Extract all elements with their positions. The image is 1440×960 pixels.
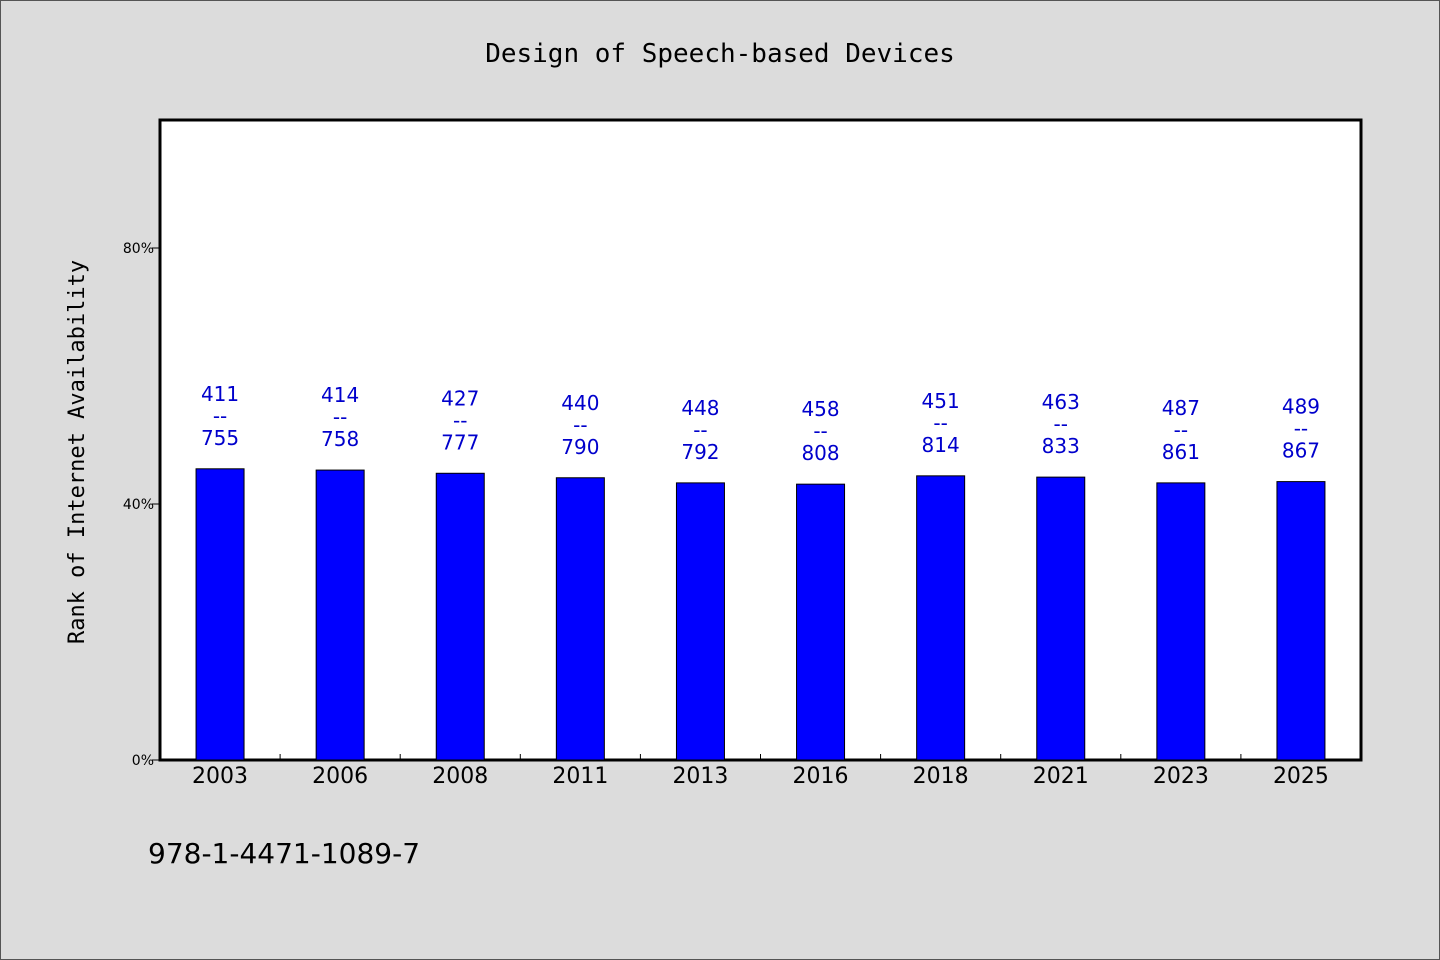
bar-data-label: 414 [321,383,359,407]
x-tick-label: 2018 [913,764,969,789]
x-tick-label: 2006 [312,764,368,789]
x-tick-label: 2011 [552,764,608,789]
bar-2016 [796,483,846,761]
bar-data-label: 463 [1042,390,1080,414]
bar-2013 [675,482,725,761]
bar-data-label: 451 [922,389,960,413]
bar-data-label: 777 [441,430,479,454]
bar-data-label: -- [693,418,707,442]
footer-isbn: 978-1-4471-1089-7 [148,837,420,870]
y-tick-label: 40% [123,497,154,513]
bar-data-label: 755 [201,426,239,450]
bar-data-label: -- [573,413,587,437]
x-tick-label: 2016 [793,764,849,789]
bar-data-label: 867 [1282,439,1320,463]
bar-data-label: 411 [201,382,239,406]
bar-data-label: 448 [681,396,719,420]
bar-2011 [555,477,605,761]
y-tick-label: 0% [132,753,154,769]
x-tick-label: 2003 [192,764,248,789]
bar-data-label: 427 [441,386,479,410]
bar-2008 [435,472,485,761]
bar-data-label: -- [813,419,827,443]
x-tick-label: 2025 [1273,764,1329,789]
bar-data-label: 758 [321,427,359,451]
bar-data-label: 489 [1282,395,1320,419]
bar-data-label: 458 [801,397,839,421]
x-tick-label: 2023 [1153,764,1209,789]
bar-2025 [1276,481,1326,761]
bar-data-label: 833 [1042,434,1080,458]
x-tick-label: 2021 [1033,764,1089,789]
bar-data-label: 814 [922,433,960,457]
bar-series [195,468,1326,761]
bar-data-label: -- [453,408,467,432]
bar-data-label: 861 [1162,440,1200,464]
x-tick-label: 2008 [432,764,488,789]
bar-data-label: -- [213,404,227,428]
bar-data-label: 487 [1162,396,1200,420]
bar-data-label: 792 [681,440,719,464]
bar-data-label: 790 [561,435,599,459]
bar-2021 [1036,476,1086,761]
bar-data-label: -- [333,405,347,429]
bar-data-label: 440 [561,391,599,415]
x-tick-label: 2013 [672,764,728,789]
y-axis-ticks: 0% 40% 80% [123,241,160,769]
y-tick-label: 80% [123,241,154,257]
bar-data-label: -- [1174,418,1188,442]
x-axis-ticks: 2003 2006 2008 2011 2013 2016 2018 2021 2023 2025 [192,754,1329,789]
bar-2018 [916,475,966,761]
bar-data-label: -- [933,411,947,435]
bar-2003 [195,468,245,761]
bar-data-label: 808 [801,441,839,465]
bar-data-label: -- [1294,417,1308,441]
bar-data-label: -- [1054,412,1068,436]
bar-data-labels: 411--755414--758427--777440--790448--792… [201,382,1320,465]
y-axis-label: Rank of Internet Availability [65,260,90,644]
bar-2006 [315,469,365,761]
chart-title: Design of Speech-based Devices [485,39,955,69]
bar-2023 [1156,482,1206,761]
